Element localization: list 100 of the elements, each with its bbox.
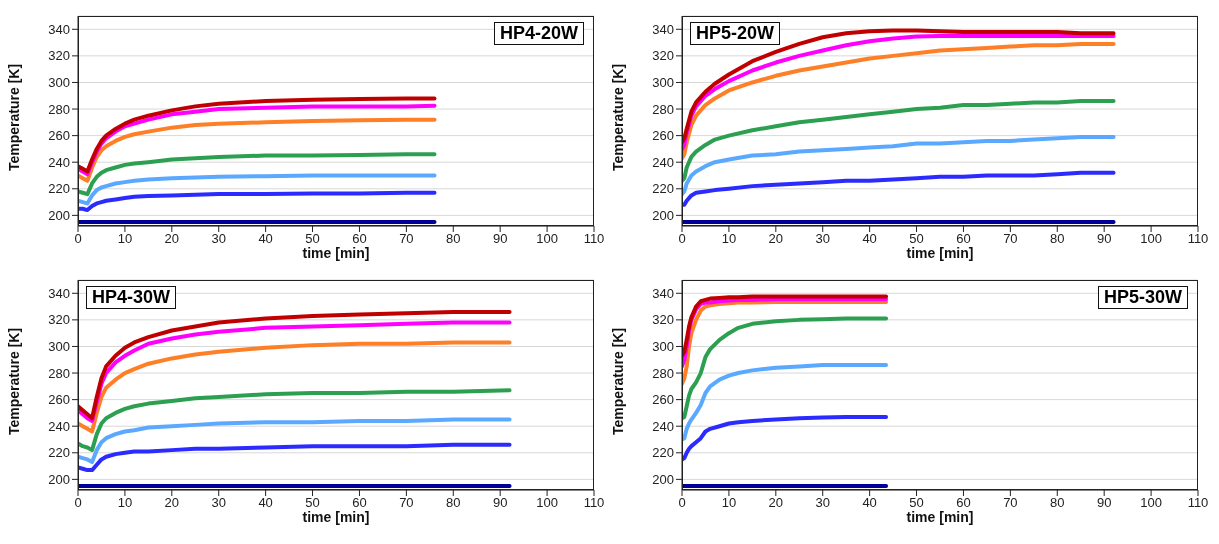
- y-tick-label: 260: [48, 392, 70, 408]
- line-series: [78, 190, 437, 213]
- y-tick-label: 260: [652, 128, 674, 144]
- x-tick-label: 10: [117, 231, 133, 247]
- x-tick-label: 80: [446, 231, 461, 247]
- y-tick-label: 340: [652, 285, 674, 301]
- y-tick-label: 240: [48, 418, 70, 434]
- y-axis-title: Temperature [K]: [609, 63, 626, 171]
- chart-title: HP4-30W: [86, 286, 177, 309]
- x-tick-label: 20: [768, 495, 784, 511]
- x-tick-label: 100: [536, 495, 558, 511]
- x-tick-label: 70: [399, 231, 414, 247]
- y-tick-label: 240: [652, 154, 674, 170]
- line-series: [682, 316, 889, 421]
- line-series: [682, 99, 1116, 183]
- x-tick-label: 30: [211, 495, 226, 511]
- x-tick-label: 90: [1096, 495, 1112, 511]
- x-tick-label: 20: [768, 231, 784, 247]
- y-axis-title: Temperature [K]: [5, 63, 22, 171]
- x-tick-label: 0: [678, 231, 686, 247]
- y-tick-label: 280: [48, 365, 70, 381]
- x-tick-label: 80: [1050, 495, 1065, 511]
- line-series: [78, 173, 437, 206]
- x-tick-label: 90: [492, 495, 508, 511]
- line-series: [682, 170, 1116, 207]
- x-tick-label: 50: [909, 231, 924, 247]
- x-axis-title: time [min]: [302, 509, 370, 525]
- x-tick-label: 70: [399, 495, 414, 511]
- y-tick-label: 340: [652, 21, 674, 37]
- line-series: [78, 340, 512, 434]
- y-tick-label: 280: [652, 101, 674, 117]
- x-tick-label: 100: [536, 231, 558, 247]
- chart-title: HP5-30W: [1097, 286, 1188, 309]
- x-tick-label: 20: [164, 495, 180, 511]
- x-tick-label: 110: [583, 495, 605, 511]
- x-tick-label: 50: [305, 231, 320, 247]
- y-tick-label: 320: [652, 48, 674, 64]
- x-tick-label: 40: [862, 495, 877, 511]
- y-tick-label: 320: [652, 312, 674, 328]
- x-tick-label: 60: [352, 495, 367, 511]
- y-tick-label: 260: [48, 128, 70, 144]
- chart-title: HP5-20W: [690, 22, 781, 45]
- x-tick-label: 70: [1003, 231, 1018, 247]
- y-tick-label: 320: [48, 48, 70, 64]
- y-tick-label: 240: [652, 418, 674, 434]
- y-tick-label: 300: [48, 339, 70, 355]
- x-tick-label: 50: [909, 495, 924, 511]
- y-tick-label: 300: [652, 75, 674, 91]
- x-tick-label: 100: [1140, 495, 1162, 511]
- x-tick-label: 80: [446, 495, 461, 511]
- line-series: [78, 152, 437, 197]
- x-tick-label: 40: [258, 495, 273, 511]
- y-axis-title: Temperature [K]: [5, 327, 22, 435]
- line-series: [78, 117, 437, 183]
- y-tick-label: 340: [48, 21, 70, 37]
- x-tick-label: 90: [492, 231, 508, 247]
- x-tick-label: 90: [1096, 231, 1112, 247]
- x-tick-label: 10: [117, 495, 133, 511]
- x-tick-label: 30: [211, 231, 226, 247]
- x-tick-label: 0: [678, 495, 686, 511]
- x-tick-label: 0: [74, 231, 82, 247]
- y-tick-label: 300: [652, 339, 674, 355]
- y-tick-label: 200: [652, 471, 674, 487]
- y-tick-label: 280: [652, 365, 674, 381]
- y-tick-label: 220: [652, 445, 674, 461]
- x-tick-label: 0: [74, 495, 82, 511]
- x-tick-label: 50: [305, 495, 320, 511]
- y-tick-label: 220: [48, 181, 70, 197]
- y-tick-label: 320: [48, 312, 70, 328]
- y-tick-label: 200: [48, 207, 70, 223]
- x-tick-label: 40: [258, 231, 273, 247]
- y-tick-label: 280: [48, 101, 70, 117]
- x-tick-label: 70: [1003, 495, 1018, 511]
- x-tick-label: 60: [956, 495, 971, 511]
- y-tick-label: 240: [48, 154, 70, 170]
- line-series: [682, 134, 1116, 197]
- y-tick-label: 260: [652, 392, 674, 408]
- x-axis-title: time [min]: [906, 509, 974, 525]
- x-axis-title: time [min]: [302, 245, 370, 261]
- x-tick-label: 30: [815, 231, 830, 247]
- x-axis-title: time [min]: [906, 245, 974, 261]
- y-tick-label: 220: [652, 181, 674, 197]
- line-series: [682, 363, 889, 442]
- y-tick-label: 200: [652, 207, 674, 223]
- line-series: [78, 442, 512, 473]
- y-tick-label: 200: [48, 471, 70, 487]
- x-tick-label: 110: [1187, 231, 1209, 247]
- y-tick-label: 340: [48, 285, 70, 301]
- x-tick-label: 60: [956, 231, 971, 247]
- y-tick-label: 300: [48, 75, 70, 91]
- line-series: [682, 299, 889, 386]
- x-tick-label: 10: [721, 231, 737, 247]
- line-series: [682, 294, 889, 358]
- y-tick-label: 220: [48, 445, 70, 461]
- line-series: [682, 414, 889, 462]
- x-tick-label: 20: [164, 231, 180, 247]
- x-tick-label: 60: [352, 231, 367, 247]
- x-tick-label: 40: [862, 231, 877, 247]
- x-tick-label: 10: [721, 495, 737, 511]
- line-series: [78, 388, 512, 453]
